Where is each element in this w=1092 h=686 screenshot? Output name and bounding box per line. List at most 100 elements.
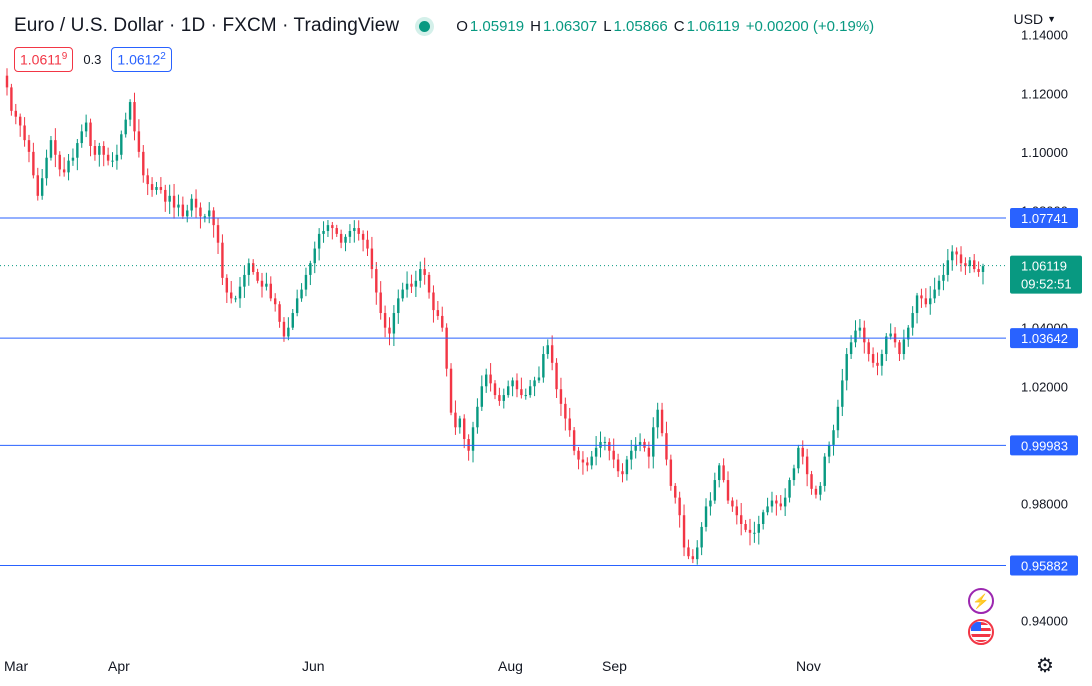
lightning-icon[interactable]: ⚡ <box>968 588 994 614</box>
candle-body <box>608 441 611 451</box>
candle-body <box>955 251 958 255</box>
candle-body <box>836 406 840 431</box>
candle-body <box>550 345 554 363</box>
gear-icon[interactable]: ⚙ <box>1036 655 1054 677</box>
price-tick-label: 1.12000 <box>1021 86 1068 101</box>
candle-body <box>761 512 765 524</box>
candle-body <box>40 178 44 196</box>
us-flag-icon[interactable] <box>968 619 994 645</box>
level-price-tag <box>1010 208 1078 229</box>
candle-body <box>555 362 558 390</box>
candle-body <box>638 441 642 445</box>
candle-body <box>344 236 347 243</box>
candle-body <box>401 289 404 299</box>
currency-selector[interactable]: USD ▼ <box>1014 11 1056 27</box>
candle-body <box>256 272 259 281</box>
candle-body <box>823 456 826 486</box>
candle-body <box>977 269 980 272</box>
candle-body <box>713 480 717 501</box>
candle-body <box>972 260 976 270</box>
candle-body <box>353 228 356 231</box>
level-price-text: 0.99983 <box>1021 438 1068 453</box>
candle-body <box>67 160 70 173</box>
candle-body <box>612 450 615 460</box>
candle-body <box>489 374 492 384</box>
candle-body <box>260 280 264 287</box>
candle-body <box>432 292 435 311</box>
candle-body <box>867 342 870 355</box>
candle-body <box>10 87 13 111</box>
candle-body <box>76 143 79 158</box>
candle-body <box>682 515 686 548</box>
time-tick-label: Aug <box>498 658 523 674</box>
candle-body <box>902 339 906 355</box>
candle-body <box>265 283 268 287</box>
symbol-title[interactable]: Euro / U.S. Dollar · 1D · FXCM · Trading… <box>14 15 400 36</box>
candle-body <box>770 500 774 507</box>
candlestick-series <box>5 68 985 565</box>
candle-body <box>295 298 299 314</box>
price-tick-label: 1.14000 <box>1021 28 1068 43</box>
candle-body <box>665 433 668 460</box>
candle-body <box>234 298 237 300</box>
candle-body <box>515 380 519 390</box>
candle-body <box>366 239 369 249</box>
candle-body <box>45 157 48 179</box>
candle-body <box>71 157 75 161</box>
time-tick-label: Jun <box>302 658 325 674</box>
candle-body <box>920 295 923 299</box>
candle-body <box>937 280 941 290</box>
sell-price-button[interactable]: 1.06119 <box>14 47 74 72</box>
candle-body <box>753 532 756 534</box>
price-tick-label: 0.98000 <box>1021 496 1068 511</box>
candle-body <box>647 447 651 457</box>
buy-price-button[interactable]: 1.06122 <box>111 47 172 72</box>
candle-body <box>594 447 598 457</box>
candle-body <box>361 233 365 240</box>
candle-body <box>190 198 193 211</box>
candle-body <box>471 427 475 451</box>
candle-body <box>133 102 136 132</box>
candle-body <box>247 263 251 275</box>
price-tick-label: 1.10000 <box>1021 145 1068 160</box>
candle-body <box>221 242 224 278</box>
price-axis-labels: 1.07741 1.03642 0.99983 0.95882 1.06119 09:52… <box>1010 208 1082 576</box>
candle-body <box>304 274 308 290</box>
candle-body <box>388 327 391 334</box>
candle-body <box>186 210 189 217</box>
candle-body <box>524 395 527 397</box>
symbol-header: Euro / U.S. Dollar · 1D · FXCM · Trading… <box>14 14 874 38</box>
candle-body <box>370 248 374 270</box>
candle-body <box>124 119 127 135</box>
candle-body <box>199 207 202 217</box>
candle-body <box>502 395 506 401</box>
candle-body <box>102 146 105 155</box>
candle-body <box>964 263 967 267</box>
candle-body <box>832 430 835 445</box>
time-tick-label: Sep <box>602 658 627 674</box>
candle-body <box>792 468 796 481</box>
candle-body <box>735 506 739 516</box>
candle-body <box>858 327 862 331</box>
candle-body <box>62 169 66 173</box>
level-price-tag <box>1010 328 1078 349</box>
candle-body <box>757 524 760 533</box>
close-value: C 1.06119 <box>673 17 740 35</box>
horizontal-levels <box>0 217 1006 567</box>
candle-body <box>951 251 954 261</box>
time-tick-label: Apr <box>108 658 130 674</box>
candle-body <box>722 465 725 481</box>
candle-body <box>933 289 936 299</box>
candle-body <box>959 254 963 264</box>
candle-body <box>172 195 176 208</box>
candle-body <box>436 310 440 316</box>
candle-body <box>427 274 431 293</box>
candle-body <box>80 131 83 144</box>
candle-body <box>845 354 848 381</box>
candle-body <box>423 269 426 275</box>
candle-body <box>93 146 97 155</box>
candle-body <box>621 471 624 475</box>
time-axis[interactable]: Mar Apr Jun Aug Sep Nov <box>4 658 821 674</box>
low-value: L 1.05866 <box>603 17 668 35</box>
